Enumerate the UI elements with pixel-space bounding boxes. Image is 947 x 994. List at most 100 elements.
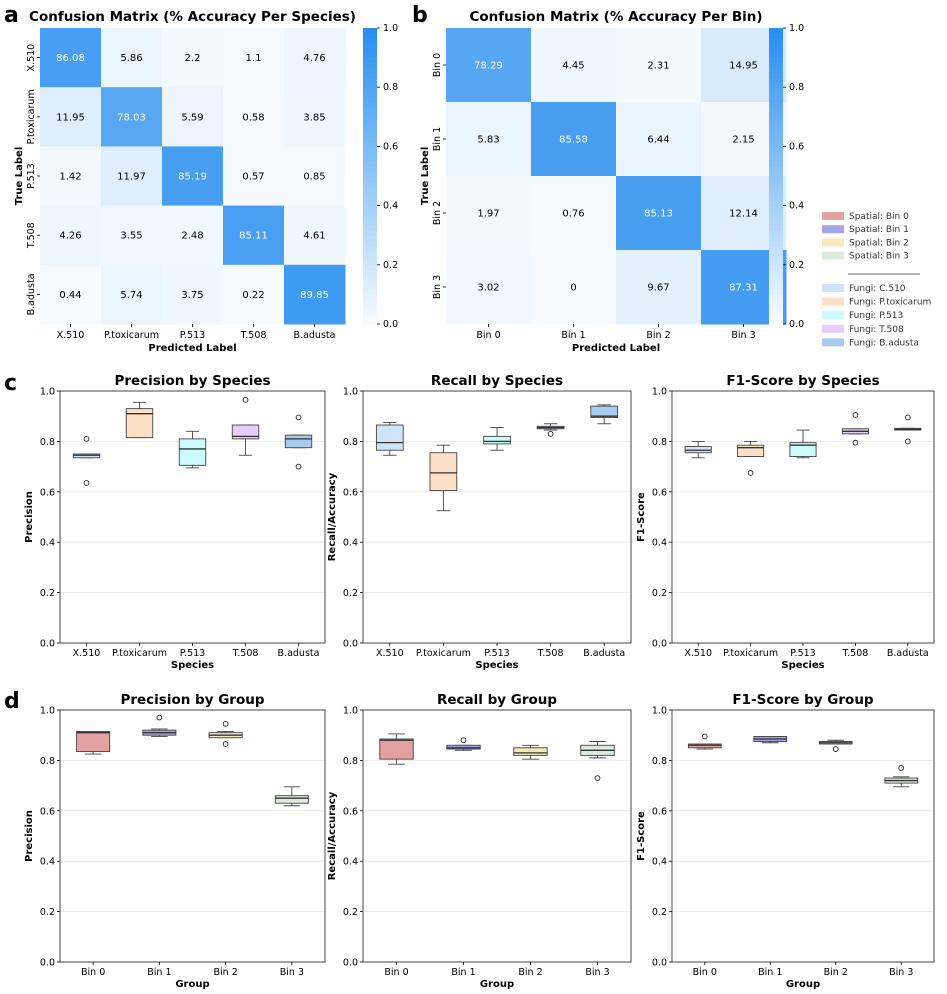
- colorbar-segment: [363, 190, 377, 197]
- x-axis-label: Predicted Label: [572, 343, 660, 354]
- colorbar-segment: [769, 274, 783, 281]
- colorbar-segment: [769, 269, 783, 276]
- colorbar-segment: [363, 111, 377, 118]
- y-tick-label: 0.8: [343, 756, 358, 767]
- colorbar-tick-label: 0.0: [383, 319, 398, 330]
- cell-value: 5.83: [477, 135, 499, 146]
- x-axis-label: Species: [171, 660, 214, 671]
- box-iqr: [789, 442, 817, 457]
- box-iqr: [231, 424, 260, 440]
- y-tick-label: X.510: [26, 44, 37, 72]
- cell-value: 85.58: [559, 135, 588, 146]
- axes-frame: [362, 709, 632, 963]
- panel-letter-d: d: [4, 689, 20, 714]
- y-tick-label: 0.0: [343, 958, 358, 969]
- outlier-point: [295, 414, 302, 421]
- box-X.510: [375, 422, 404, 456]
- heatmap-cell: [223, 205, 285, 266]
- cell-value: 2.15: [732, 135, 754, 146]
- chart-title: Confusion Matrix (% Accuracy Per Bin): [469, 9, 762, 25]
- panel-letter-b: b: [412, 3, 428, 28]
- outlier-point: [898, 765, 905, 771]
- colorbar-segment: [769, 92, 783, 98]
- colorbar-segment: [363, 126, 377, 133]
- colorbar-segment: [769, 57, 783, 64]
- y-tick-label: B.adusta: [26, 273, 37, 315]
- cell-value: 3.75: [181, 290, 203, 301]
- box-Bin 3: [580, 741, 615, 781]
- y-tick-label: P.toxicarum: [26, 89, 37, 144]
- colorbar-segment: [363, 146, 377, 152]
- x-axis-label: Group: [175, 979, 209, 990]
- box-Bin 0: [76, 730, 111, 755]
- colorbar-segment: [363, 131, 377, 138]
- colorbar-segment: [769, 111, 783, 118]
- heatmap-cell: [162, 205, 224, 266]
- x-axis-label: Species: [475, 660, 518, 671]
- colorbar-tick-label: 0.8: [789, 82, 804, 93]
- heatmap-cell: [446, 28, 532, 103]
- colorbar-segment: [769, 245, 783, 251]
- outlier-point: [222, 721, 229, 727]
- y-axis-label: True Label: [14, 147, 25, 206]
- y-tick-label: Bin 3: [432, 275, 443, 299]
- box-iqr: [483, 435, 511, 445]
- legend-label-fungi: Fungi: P.513: [849, 311, 903, 321]
- chart-title: Precision by Group: [120, 692, 264, 708]
- heatmap-cell: [40, 146, 102, 207]
- heatmap-cell: [162, 87, 224, 147]
- cell-value: 12.14: [729, 209, 758, 220]
- cell-value: 5.86: [120, 53, 142, 64]
- heatmap-cell: [284, 87, 346, 147]
- colorbar-segment: [769, 220, 783, 226]
- colorbar-segment: [769, 47, 783, 54]
- colorbar-tick-label: 1.0: [789, 23, 804, 34]
- x-tick-label: P.toxicarum: [104, 330, 159, 341]
- colorbar-segment: [769, 67, 783, 73]
- box-iqr: [590, 405, 619, 418]
- y-tick-label: 0.6: [652, 487, 667, 498]
- legend-swatch-spatial: [822, 212, 844, 220]
- heatmap-cell: [162, 146, 224, 207]
- boxplot-prec_species: 0.0 0.2 0.4 0.6 0.8 1.0 X.510 P.toxicarum P.513 T…: [24, 373, 326, 671]
- x-tick-label: X.510: [684, 648, 712, 659]
- heatmap-cell: [101, 205, 163, 266]
- heatmap-cell: [284, 264, 346, 325]
- colorbar-segment: [363, 141, 377, 147]
- heatmap-cell: [101, 28, 163, 88]
- cell-value: 5.59: [181, 112, 203, 123]
- x-tick-label: P.513: [790, 648, 815, 659]
- colorbar-segment: [769, 180, 783, 187]
- x-tick-label: Bin 3: [585, 967, 609, 978]
- y-tick-label: 0.2: [652, 588, 667, 599]
- x-tick-label: Bin 0: [693, 967, 717, 978]
- colorbar-segment: [363, 116, 377, 123]
- colorbar-segment: [363, 92, 377, 98]
- box-Bin 3: [274, 786, 309, 807]
- cell-value: 0: [570, 283, 576, 294]
- box-X.510: [72, 436, 101, 486]
- y-tick-label: 0.2: [652, 907, 667, 918]
- colorbar-segment: [769, 116, 783, 123]
- cell-value: 87.31: [729, 283, 758, 294]
- y-tick-label: Bin 0: [432, 53, 443, 77]
- colorbar-segment: [769, 28, 783, 34]
- colorbar-segment: [363, 225, 377, 231]
- colorbar-segment: [769, 279, 783, 286]
- x-tick-label: T.508: [841, 648, 868, 659]
- colorbar-segment: [363, 28, 377, 34]
- outlier-point: [904, 438, 911, 445]
- outlier-point: [747, 470, 754, 476]
- y-tick-label: 0.4: [40, 538, 55, 549]
- colorbar-segment: [363, 314, 377, 320]
- heatmap-cell: [40, 205, 102, 266]
- y-tick-label: 1.0: [40, 387, 55, 398]
- colorbar-segment: [769, 82, 783, 88]
- colorbar-segment: [769, 190, 783, 197]
- heatmap-cell: [223, 28, 285, 88]
- colorbar-segment: [363, 82, 377, 88]
- cell-value: 0.85: [303, 172, 325, 183]
- heatmap-cell: [101, 264, 163, 325]
- cell-value: 9.67: [647, 283, 669, 294]
